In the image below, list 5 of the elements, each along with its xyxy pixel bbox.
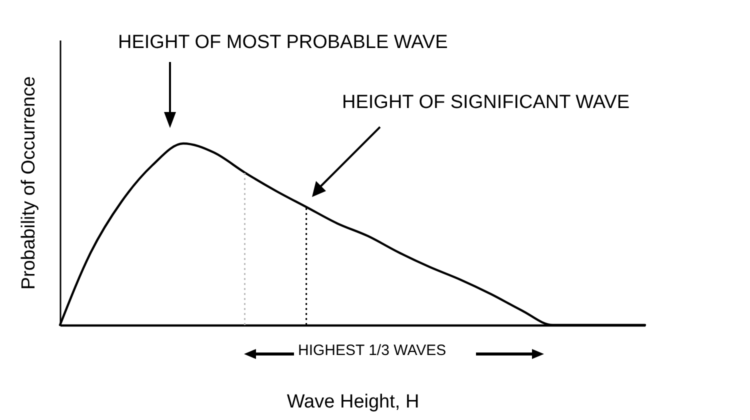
y-axis-title: Probability of Occurrence (18, 76, 40, 290)
text: HEIGHT OF MOST PROBABLE WAVE (118, 32, 448, 54)
x-axis-title: Wave Height, H (286, 392, 420, 412)
text: HIGHEST 1/3 WAVES (298, 342, 446, 359)
text: HEIGHT OF SIGNIFICANT WAVE (342, 92, 630, 114)
